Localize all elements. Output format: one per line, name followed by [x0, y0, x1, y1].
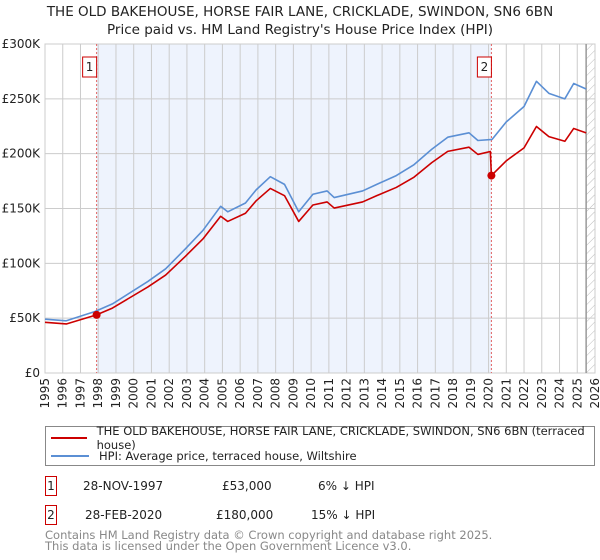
x-tick-label: 1996	[56, 378, 70, 409]
y-tick-label: £250K	[2, 92, 42, 106]
plot-border	[44, 43, 596, 374]
sale-price: £180,000	[216, 508, 274, 522]
footer-line: Contains HM Land Registry data © Crown c…	[45, 528, 493, 542]
x-tick-label: 2022	[517, 378, 531, 409]
sale-marker-label: 2	[481, 60, 489, 74]
x-tick-label: 2019	[464, 378, 478, 409]
x-tick-label: 2017	[428, 378, 442, 409]
legend-label: HPI: Average price, terraced house, Wilt…	[99, 449, 357, 463]
sale-hpi-diff: 15% ↓ HPI	[311, 508, 376, 522]
x-tick-label: 2023	[535, 378, 549, 409]
sale-point	[92, 310, 101, 319]
y-tick-label: £200K	[2, 147, 42, 161]
chart-title: THE OLD BAKEHOUSE, HORSE FAIR LANE, CRIC…	[46, 4, 554, 20]
legend-item-hpi: HPI: Average price, terraced house, Wilt…	[51, 448, 357, 464]
x-tick-label: 2014	[375, 378, 389, 409]
footer-line: This data is licensed under the Open Gov…	[45, 539, 412, 553]
y-tick-label: £0	[25, 366, 40, 380]
legend-swatch-blue	[51, 455, 89, 457]
hpi-line	[44, 80, 587, 322]
x-tick-label: 2010	[304, 378, 318, 409]
sale-marker-label: 1	[86, 60, 94, 74]
x-tick-label: 2025	[570, 378, 584, 409]
sale-marker-box	[476, 56, 492, 78]
price-paid-line	[44, 125, 587, 325]
sale-date: 28-NOV-1997	[83, 479, 164, 493]
footer: Contains HM Land Registry data © Crown c…	[45, 528, 493, 553]
sale-badge: 2	[45, 505, 57, 525]
y-tick-label: £300K	[2, 37, 42, 51]
legend-item-property: THE OLD BAKEHOUSE, HORSE FAIR LANE, CRIC…	[51, 424, 594, 452]
x-tick-label: 2005	[215, 378, 229, 409]
x-tick-label: 2013	[357, 378, 371, 409]
x-tick-label: 2001	[144, 378, 158, 409]
x-tick-label: 2003	[180, 378, 194, 409]
sale-marker-box	[82, 56, 98, 78]
sale-point	[487, 171, 496, 180]
y-tick-label: £100K	[2, 256, 42, 270]
x-tick-label: 2016	[411, 378, 425, 409]
x-tick-label: 2000	[127, 378, 141, 409]
x-tick-label: 2008	[269, 378, 283, 409]
x-tick-label: 2004	[198, 378, 212, 409]
x-tick-label: 2021	[499, 378, 513, 409]
x-tick-label: 2024	[553, 378, 567, 409]
x-tick-label: 2012	[340, 378, 354, 409]
plot-area: 1995 1996 1997 1998 1999 2000 2001 2002 2003 2004…	[2, 37, 600, 409]
chart-subtitle: Price paid vs. HM Land Registry's House …	[107, 22, 493, 38]
x-tick-label: 2007	[251, 378, 265, 409]
x-tick-label: 2009	[286, 378, 300, 409]
x-tick-label: 1995	[38, 378, 52, 409]
x-tick-label: 1998	[91, 378, 105, 409]
y-tick-label: £150K	[2, 202, 42, 216]
x-tick-label: 2018	[446, 378, 460, 409]
y-tick-label: £50K	[9, 311, 41, 325]
x-tick-label: 2015	[393, 378, 407, 409]
x-tick-label: 2020	[482, 378, 496, 409]
sale-hpi-diff: 6% ↓ HPI	[318, 479, 375, 493]
x-tick-label: 1999	[109, 378, 123, 409]
legend-label: THE OLD BAKEHOUSE, HORSE FAIR LANE, CRIC…	[96, 424, 585, 452]
x-tick-label: 2002	[162, 378, 176, 409]
x-tick-label: 2006	[233, 378, 247, 409]
x-tick-label: 2026	[588, 378, 600, 409]
x-tick-label: 2011	[322, 378, 336, 409]
legend-swatch-red	[51, 437, 87, 439]
sale-badge: 1	[45, 476, 57, 496]
legend: THE OLD BAKEHOUSE, HORSE FAIR LANE, CRIC…	[45, 424, 595, 466]
x-tick-label: 1997	[73, 378, 87, 409]
sale-date: 28-FEB-2020	[85, 508, 163, 522]
sale-price: £53,000	[222, 479, 272, 493]
